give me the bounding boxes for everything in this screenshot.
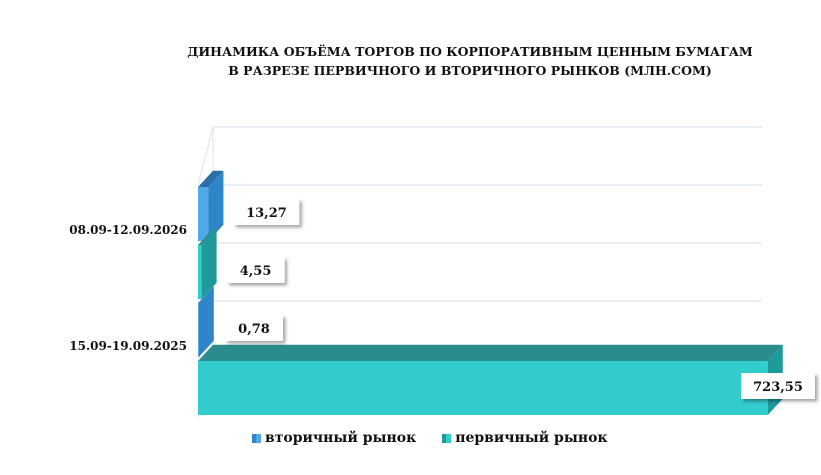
bar-secondary-1	[198, 170, 224, 241]
data-label-text: 0,78	[238, 322, 270, 337]
bar-front-face	[198, 361, 768, 415]
bar-top-face	[198, 228, 217, 245]
data-label-text: 13,27	[246, 206, 287, 221]
legend-label-primary: первичный рынок	[455, 430, 608, 446]
category-labels: 08.09-12.09.2026 15.09-19.09.2025	[69, 223, 187, 353]
bar-primary-2	[198, 344, 783, 415]
chart-title-line-1: ДИНАМИКА ОБЪЁМА ТОРГОВ ПО КОРПОРАТИВНЫМ …	[187, 44, 753, 59]
bar-top-face	[198, 286, 214, 303]
chart-title: ДИНАМИКА ОБЪЁМА ТОРГОВ ПО КОРПОРАТИВНЫМ …	[0, 42, 821, 80]
bar-side-face	[198, 286, 214, 357]
category-label-2: 15.09-19.09.2025	[69, 339, 187, 353]
data-label-text: 4,55	[240, 264, 272, 279]
legend-swatch-secondary	[252, 433, 261, 443]
legend-item-secondary: вторичный рынок	[252, 430, 416, 446]
legend-item-primary: первичный рынок	[442, 430, 608, 446]
bar-front-face	[198, 245, 202, 299]
category-label-1: 08.09-12.09.2026	[69, 223, 187, 237]
data-label-secondary-1: 13,27	[233, 199, 300, 225]
data-label-primary-2: 723,55	[741, 373, 815, 399]
data-labels: 13,27 4,55 0,78 723,55	[225, 199, 815, 399]
data-label-text: 723,55	[753, 380, 803, 395]
data-label-box	[741, 373, 815, 399]
data-label-primary-1: 4,55	[226, 257, 285, 283]
data-label-box	[233, 199, 300, 225]
bar-top-face	[198, 344, 783, 361]
legend-swatch-primary	[442, 433, 452, 443]
depth-gridline	[197, 126, 214, 186]
bar-side-face	[201, 228, 217, 299]
bar-front-face	[198, 187, 209, 241]
legend-label-secondary: вторичный рынок	[265, 430, 417, 446]
data-label-box	[226, 257, 285, 283]
bar-secondary-2	[198, 286, 214, 357]
data-label-secondary-2: 0,78	[225, 315, 283, 341]
bar-side-face	[208, 170, 224, 241]
chart-title-line-2: В РАЗРЕЗЕ ПЕРВИЧНОГО И ВТОРИЧНОГО РЫНКОВ…	[228, 63, 712, 78]
legend: вторичный рынок первичный рынок	[252, 428, 608, 448]
bar-primary-1	[198, 228, 217, 299]
bar-front-face	[198, 303, 199, 357]
bar-top-face	[198, 170, 224, 187]
bars-layer	[198, 170, 783, 415]
data-label-box	[225, 315, 283, 341]
